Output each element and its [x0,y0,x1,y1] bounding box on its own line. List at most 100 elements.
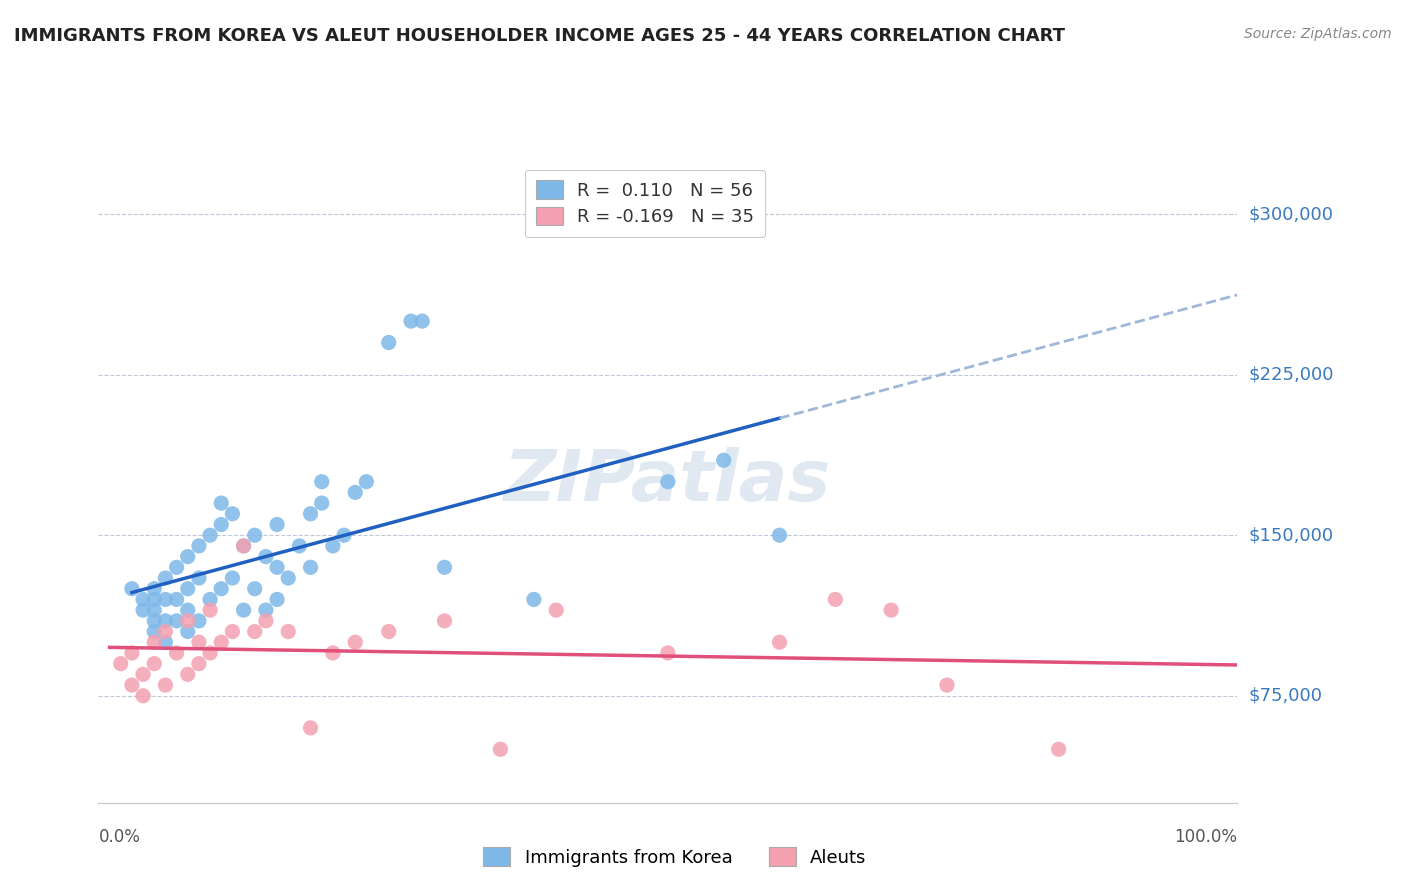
Point [166,646,188,660]
Point [411,314,433,328]
Point [121,646,143,660]
Text: $300,000: $300,000 [1249,205,1333,223]
Point [433,560,456,574]
Legend: Immigrants from Korea, Aleuts: Immigrants from Korea, Aleuts [477,840,873,874]
Text: 100.0%: 100.0% [1174,829,1237,847]
Point [243,582,266,596]
Point [143,614,166,628]
Point [243,624,266,639]
Point [155,592,177,607]
Point [299,560,322,574]
Point [344,485,367,500]
Point [546,603,568,617]
Point [121,582,143,596]
Point [143,635,166,649]
Point [344,635,367,649]
Point [155,635,177,649]
Point [143,582,166,596]
Point [311,496,333,510]
Legend: R =  0.110   N = 56, R = -0.169   N = 35: R = 0.110 N = 56, R = -0.169 N = 35 [524,169,765,237]
Point [399,314,422,328]
Point [132,603,155,617]
Point [266,517,288,532]
Point [657,475,679,489]
Point [243,528,266,542]
Point [155,614,177,628]
Point [356,475,378,489]
Point [232,603,254,617]
Point [121,678,143,692]
Point [143,624,166,639]
Point [187,614,209,628]
Point [143,592,166,607]
Text: ZIPatlas: ZIPatlas [505,447,831,516]
Point [768,635,790,649]
Point [288,539,311,553]
Text: $225,000: $225,000 [1249,366,1334,384]
Point [221,571,243,585]
Point [177,603,200,617]
Point [936,678,959,692]
Point [198,592,221,607]
Point [177,624,200,639]
Point [254,614,277,628]
Point [824,592,846,607]
Point [209,496,232,510]
Point [254,603,277,617]
Point [322,539,344,553]
Text: $75,000: $75,000 [1249,687,1323,705]
Point [132,689,155,703]
Point [132,592,155,607]
Point [209,635,232,649]
Point [333,528,356,542]
Point [1047,742,1070,756]
Point [277,571,299,585]
Point [132,667,155,681]
Point [177,667,200,681]
Point [209,517,232,532]
Point [177,549,200,564]
Point [299,721,322,735]
Point [254,549,277,564]
Point [232,539,254,553]
Point [187,635,209,649]
Point [221,507,243,521]
Point [768,528,790,542]
Point [143,603,166,617]
Point [433,614,456,628]
Point [713,453,735,467]
Point [143,657,166,671]
Point [322,646,344,660]
Point [489,742,512,756]
Point [198,603,221,617]
Point [657,646,679,660]
Text: 0.0%: 0.0% [98,829,141,847]
Point [177,614,200,628]
Text: Source: ZipAtlas.com: Source: ZipAtlas.com [1244,27,1392,41]
Point [221,624,243,639]
Point [155,678,177,692]
Point [166,592,188,607]
Point [155,571,177,585]
Point [166,560,188,574]
Point [155,624,177,639]
Point [177,582,200,596]
Point [166,614,188,628]
Point [299,507,322,521]
Point [377,624,399,639]
Text: $150,000: $150,000 [1249,526,1333,544]
Point [277,624,299,639]
Point [187,539,209,553]
Point [232,539,254,553]
Point [266,560,288,574]
Text: IMMIGRANTS FROM KOREA VS ALEUT HOUSEHOLDER INCOME AGES 25 - 44 YEARS CORRELATION: IMMIGRANTS FROM KOREA VS ALEUT HOUSEHOLD… [14,27,1066,45]
Point [311,475,333,489]
Point [377,335,399,350]
Point [880,603,903,617]
Point [266,592,288,607]
Point [187,571,209,585]
Point [110,657,132,671]
Point [198,646,221,660]
Point [209,582,232,596]
Point [187,657,209,671]
